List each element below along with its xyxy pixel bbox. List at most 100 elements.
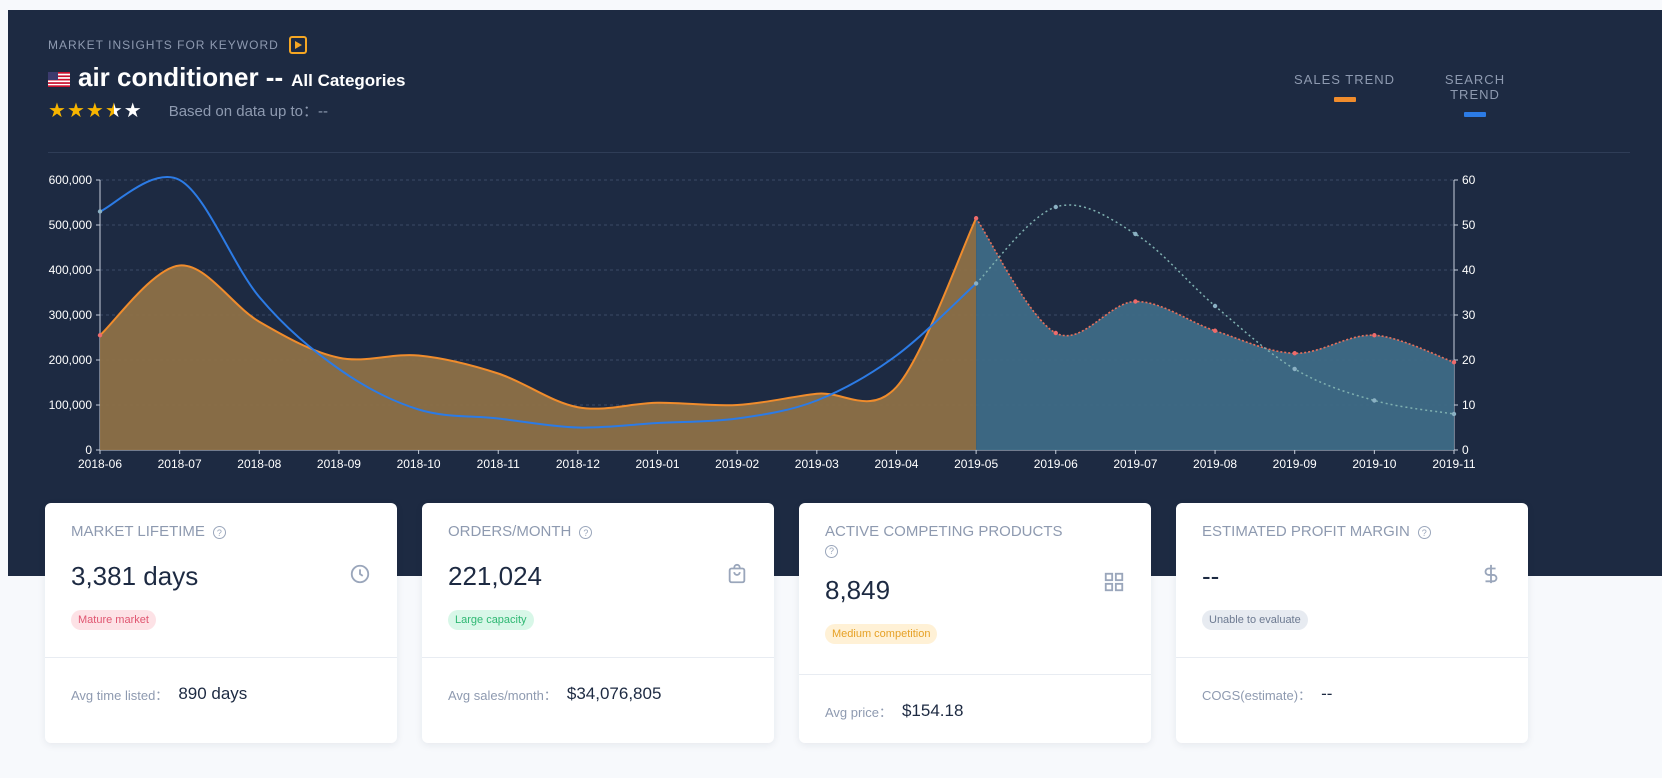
star-icon: ★ xyxy=(85,100,104,122)
y-left-tick-label: 100,000 xyxy=(49,398,93,412)
y-left-tick-label: 200,000 xyxy=(49,353,93,367)
footer-value: -- xyxy=(1321,684,1333,703)
x-tick-label: 2019-07 xyxy=(1113,457,1157,471)
search-point xyxy=(97,209,103,214)
y-left-tick-label: 400,000 xyxy=(49,263,93,277)
star-icon: ★ xyxy=(48,100,66,122)
legend-search-trend[interactable]: SEARCH TREND xyxy=(1440,72,1510,117)
y-right-tick-label: 30 xyxy=(1462,308,1476,322)
sales-point xyxy=(973,216,979,221)
x-tick-label: 2019-05 xyxy=(954,457,998,471)
status-badge: Mature market xyxy=(71,610,156,630)
legend-sales-trend[interactable]: SALES TREND xyxy=(1294,72,1395,102)
x-tick-label: 2019-08 xyxy=(1193,457,1237,471)
footer-value: $34,076,805 xyxy=(566,684,662,703)
data-date-text: Based on data up to：-- xyxy=(168,103,328,120)
card-active-competing: ACTIVE COMPETING PRODUCTS ? 8,849 Medium… xyxy=(799,503,1151,743)
y-left-tick-label: 0 xyxy=(85,443,92,457)
footer-value: $154.18 xyxy=(901,701,964,720)
legend-search-label: SEARCH TREND xyxy=(1444,72,1506,102)
rating-row: ★ ★ ★ ★ ★ Based on data up to：-- xyxy=(48,98,328,123)
help-icon[interactable]: ? xyxy=(1417,526,1431,539)
market-insights-panel: MARKET INSIGHTS FOR KEYWORD air conditio… xyxy=(8,10,1662,576)
eyebrow: MARKET INSIGHTS FOR KEYWORD xyxy=(48,36,307,54)
y-left-tick-label: 600,000 xyxy=(49,173,93,187)
sales-point xyxy=(97,333,103,338)
help-icon[interactable]: ? xyxy=(212,526,226,539)
y-left-tick-label: 500,000 xyxy=(49,218,93,232)
search-point xyxy=(1451,411,1457,417)
card-title: MARKET LIFETIME? xyxy=(71,523,331,541)
video-icon[interactable] xyxy=(288,36,307,54)
sales-point xyxy=(1212,328,1218,333)
status-badge: Large capacity xyxy=(448,610,534,630)
sales-point xyxy=(1053,330,1058,336)
footer-label: Avg time listed： xyxy=(71,687,169,703)
metric-cards: MARKET LIFETIME? 3,381 days Mature marke… xyxy=(45,503,1528,743)
star-empty-icon: ★ xyxy=(123,100,142,122)
x-tick-label: 2019-01 xyxy=(636,457,680,471)
footer-label: Avg sales/month： xyxy=(448,687,557,703)
dollar-icon xyxy=(1484,564,1498,584)
sales-point xyxy=(1133,299,1138,304)
sales-point xyxy=(1451,360,1457,365)
search-line-actual xyxy=(99,176,977,429)
help-icon[interactable]: ? xyxy=(825,544,838,558)
search-point xyxy=(973,281,979,286)
us-flag-icon xyxy=(48,72,70,87)
y-right-tick-label: 50 xyxy=(1462,218,1476,232)
search-point xyxy=(1372,398,1377,403)
star-half-icon: ★ xyxy=(104,100,123,122)
sales-area-actual xyxy=(100,218,977,450)
search-point xyxy=(1292,366,1297,372)
x-tick-label: 2019-11 xyxy=(1432,457,1475,471)
grid-icon xyxy=(1104,572,1124,592)
sales-area-forecast xyxy=(976,218,1454,450)
star-icon: ★ xyxy=(66,100,85,122)
keyword-title: air conditioner -- All Categories xyxy=(48,62,405,93)
trend-chart: 0 100,000 200,000 300,000 400,000 500,000 600,… xyxy=(49,173,1476,471)
card-profit-margin: ESTIMATED PROFIT MARGIN? -- Unable to ev… xyxy=(1176,503,1528,743)
y-right-tick-label: 0 xyxy=(1462,443,1469,457)
x-tick-label: 2018-11 xyxy=(477,457,520,471)
card-title: ESTIMATED PROFIT MARGIN? xyxy=(1202,523,1462,541)
footer-label: Avg price： xyxy=(825,704,892,720)
x-tick-label: 2019-03 xyxy=(795,457,839,471)
y-left-tick-label: 300,000 xyxy=(49,308,93,322)
card-orders-month: ORDERS/MONTH? 221,024 Large capacity Avg… xyxy=(422,503,774,743)
x-tick-label: 2018-08 xyxy=(237,457,281,471)
x-tick-label: 2019-06 xyxy=(1034,457,1078,471)
footer-label: COGS(estimate)： xyxy=(1202,687,1312,703)
search-point xyxy=(1133,231,1138,237)
legend-sales-swatch xyxy=(1333,97,1356,102)
card-value: -- xyxy=(1202,561,1220,591)
card-value: 3,381 days xyxy=(71,561,199,591)
card-value: 221,024 xyxy=(448,561,542,591)
card-market-lifetime: MARKET LIFETIME? 3,381 days Mature marke… xyxy=(45,503,397,743)
search-point xyxy=(1053,204,1058,210)
x-tick-label: 2018-07 xyxy=(158,457,202,471)
legend-search-swatch xyxy=(1464,112,1486,117)
search-point xyxy=(1212,303,1218,309)
clock-icon xyxy=(350,564,370,584)
eyebrow-label: MARKET INSIGHTS FOR KEYWORD xyxy=(48,38,279,52)
card-title: ACTIVE COMPETING PRODUCTS xyxy=(825,523,1063,540)
x-tick-label: 2019-09 xyxy=(1273,457,1317,471)
sales-point xyxy=(1292,351,1297,356)
sales-line-actual xyxy=(99,217,978,410)
legend-sales-label: SALES TREND xyxy=(1294,72,1396,87)
x-tick-label: 2018-10 xyxy=(397,457,441,471)
keyword-text: air conditioner -- xyxy=(78,62,284,92)
x-tick-label: 2019-10 xyxy=(1352,457,1396,471)
x-tick-label: 2019-04 xyxy=(874,457,918,471)
y-right-tick-label: 20 xyxy=(1462,353,1476,367)
shopping-bag-icon xyxy=(728,563,746,584)
help-icon[interactable]: ? xyxy=(579,526,593,539)
y-right-tick-label: 10 xyxy=(1462,398,1476,412)
card-title: ORDERS/MONTH? xyxy=(448,523,708,541)
sales-point xyxy=(1372,333,1377,338)
footer-value: 890 days xyxy=(178,684,248,703)
category-text: All Categories xyxy=(291,71,406,90)
header-divider xyxy=(48,152,1630,153)
x-tick-label: 2018-06 xyxy=(78,457,122,471)
